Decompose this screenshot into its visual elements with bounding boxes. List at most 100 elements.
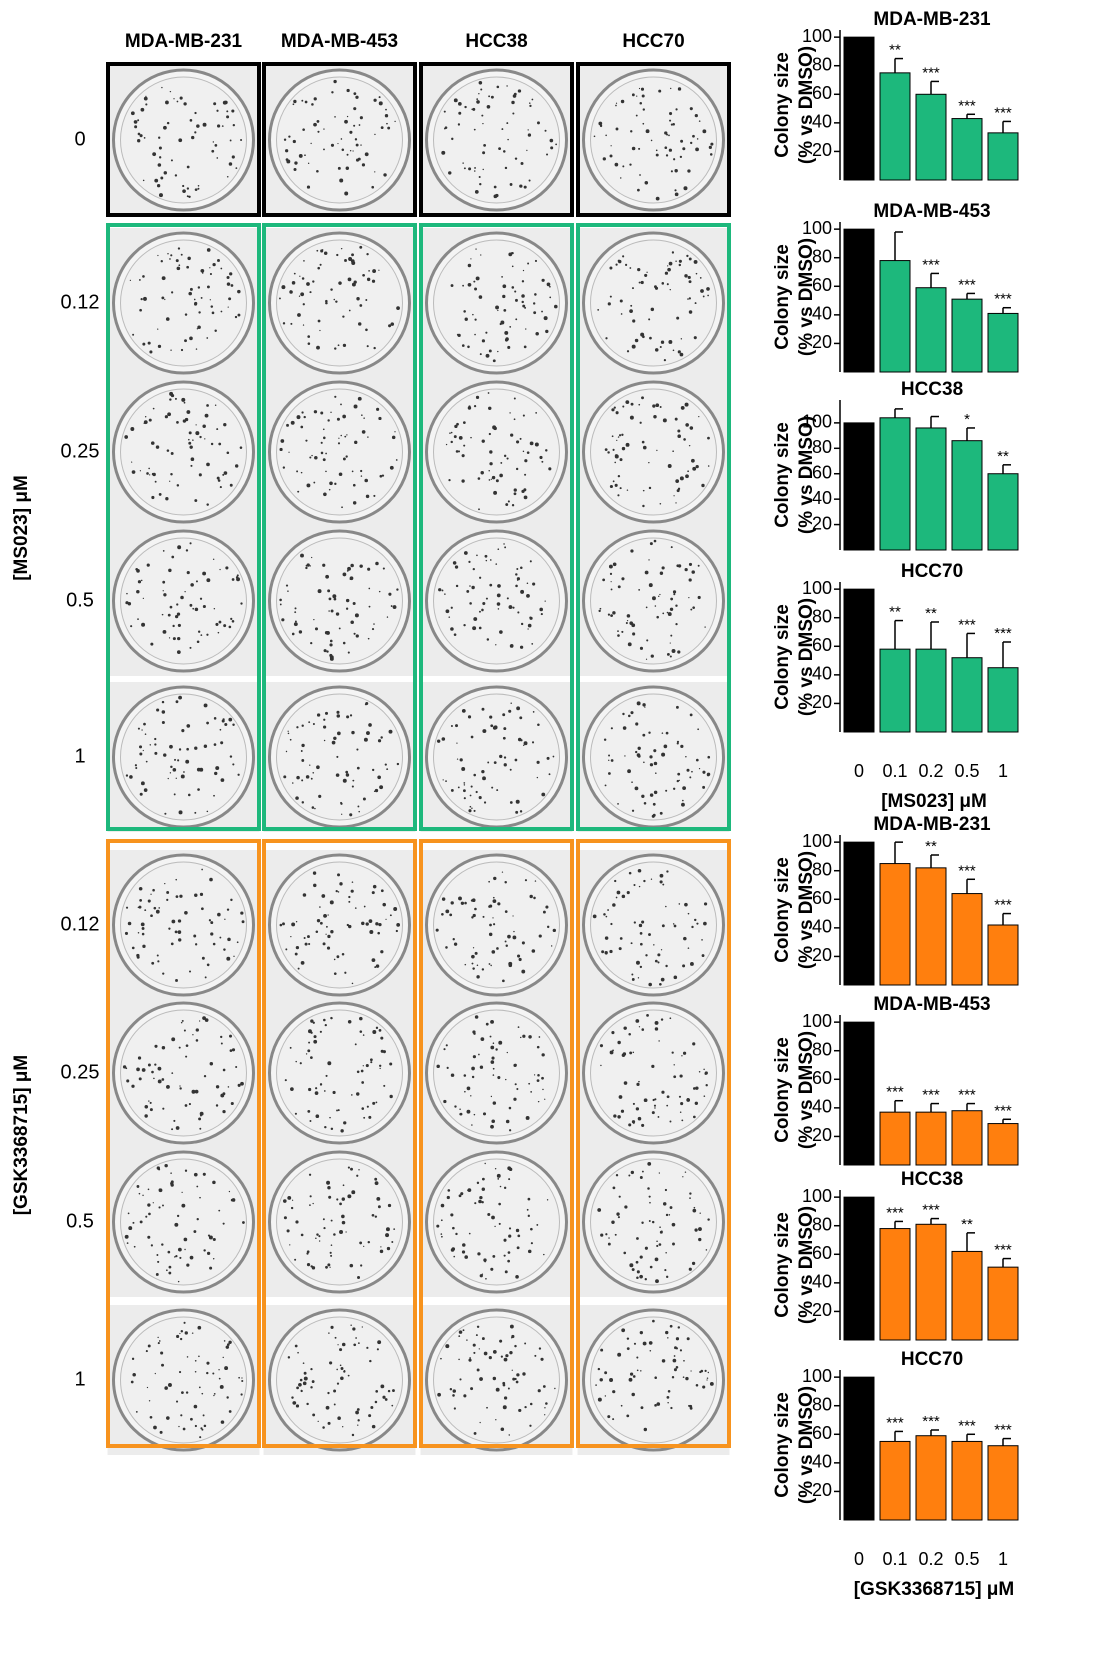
colony [659,571,664,575]
colony [488,963,491,965]
colony [705,1249,708,1251]
colony [186,265,190,269]
colony [300,292,305,297]
colony [325,1265,328,1269]
colony [446,1195,450,1200]
colony [180,774,185,779]
colony [675,502,677,504]
y-tick-label: 80 [812,437,832,457]
colony [484,1162,486,1165]
colony [242,1221,245,1224]
colony [671,649,676,653]
colony [393,1228,396,1230]
colony [139,308,142,312]
colony [209,267,211,269]
colony [181,1019,184,1022]
colony [305,1053,308,1055]
colony [310,777,313,780]
colony [639,421,642,424]
colony [357,396,362,401]
plate-inner [276,1316,403,1444]
colony [188,793,191,797]
colony [609,484,613,489]
plate-inner [120,1316,247,1444]
colony [659,811,663,815]
colony [367,1240,371,1244]
colony [127,1212,130,1215]
colony [668,134,670,137]
colony [138,279,141,281]
colony [629,621,634,626]
colony [316,765,320,770]
colony [452,1394,455,1397]
colony [670,1406,673,1410]
colony [458,1335,461,1338]
colony [203,1249,206,1252]
colony [195,943,198,946]
colony [481,439,485,443]
colony [167,412,172,417]
colony [218,1369,220,1371]
colony [360,1069,364,1073]
colony [307,342,311,345]
colony [668,340,673,344]
colony [226,175,229,178]
colony [507,1251,511,1254]
colony [485,597,488,600]
colony [441,150,446,155]
plate-inner [590,537,717,665]
bar [843,36,875,181]
colony [357,1342,360,1345]
colony [620,99,625,104]
colony [298,153,303,158]
colony [328,1195,332,1199]
colony [182,184,185,188]
colony [171,1072,174,1075]
colony [161,700,165,704]
colony [326,946,331,950]
colony [673,495,675,497]
colony [344,259,347,262]
colony [329,643,333,647]
colony [643,1098,648,1103]
bar [951,1440,983,1521]
colony [500,1355,503,1358]
colony [326,650,329,653]
colony [380,889,384,893]
bar [879,72,911,181]
colony [512,935,517,940]
colony [491,786,494,789]
row-label: 1 [74,1368,85,1390]
colony [311,806,315,809]
colony [511,100,515,105]
colony [325,1405,330,1410]
colony [667,1402,669,1404]
colony [206,1361,210,1365]
colony [519,810,523,813]
colony [212,1372,215,1375]
colony [355,634,359,638]
colony [630,402,634,406]
colony [659,873,664,878]
colony [176,266,181,271]
colony [463,444,466,447]
colony [540,613,543,616]
colony [217,912,221,917]
colony [142,179,145,182]
colony [351,982,354,985]
colony [285,149,289,153]
colony [325,470,327,473]
significance: *** [994,104,1012,121]
colony [612,1390,616,1394]
colony [351,282,356,287]
significance: *** [994,1102,1012,1119]
colony [605,1233,608,1236]
y-tick-label: 60 [812,635,832,655]
colony [143,296,147,301]
colony [481,339,486,343]
colony [481,608,484,612]
bar [843,841,875,986]
colony [628,714,631,718]
colony [375,1101,378,1104]
colony [511,504,515,507]
